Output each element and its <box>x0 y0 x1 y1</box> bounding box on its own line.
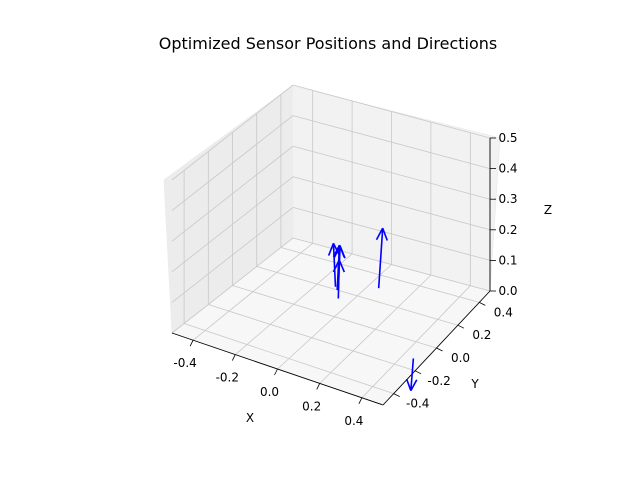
x-tick-label: -0.2 <box>216 371 239 385</box>
arrow-head <box>339 245 346 259</box>
y-tick-label: 0.2 <box>472 328 491 342</box>
z-grid-side <box>171 145 294 242</box>
z-grid-side <box>171 237 294 334</box>
y-tick-label: 0.0 <box>451 351 470 365</box>
x-tick-mark <box>189 340 194 347</box>
arrow-head <box>333 245 341 259</box>
x-axis-line <box>171 332 384 406</box>
x-axis-label: X <box>246 411 254 425</box>
z-tick-label: 0.5 <box>498 131 517 145</box>
arrow-head <box>327 243 335 256</box>
arrow-head <box>381 227 389 241</box>
x-tick-label: 0.0 <box>260 385 279 399</box>
arrow-head <box>338 259 346 273</box>
y-axis-line <box>382 290 491 406</box>
z-grid-side <box>171 176 294 273</box>
z-grid-side <box>171 207 294 303</box>
arrow-head <box>332 259 340 273</box>
x-tick-mark <box>274 368 278 376</box>
z-grid-side <box>171 84 294 181</box>
y-tick-label: -0.4 <box>406 397 429 411</box>
z-tick-label: 0.1 <box>498 253 517 267</box>
x-tick-mark <box>231 354 236 361</box>
sensor-arrow <box>405 358 418 392</box>
sensor-arrow <box>375 227 389 289</box>
arrow-series <box>327 227 418 392</box>
z-grid-back <box>292 145 491 200</box>
z-grid-side <box>171 115 294 211</box>
arrow-head <box>332 242 341 256</box>
y-tick-mark <box>393 393 400 397</box>
x-tick-label: -0.4 <box>173 356 196 370</box>
y-axis-label: Y <box>470 377 479 391</box>
axes: -0.4-0.20.00.20.4-0.4-0.20.00.20.40.00.1… <box>171 131 518 428</box>
z-tick-label: 0.4 <box>498 162 517 176</box>
y-grid-floor <box>232 285 437 349</box>
x-tick-mark <box>316 383 321 390</box>
y-tick-label: 0.4 <box>494 305 513 319</box>
x-tick-label: 0.2 <box>302 399 321 413</box>
arrow-shaft <box>410 358 415 391</box>
y-tick-label: -0.2 <box>427 374 450 388</box>
sensor-arrow <box>327 242 341 287</box>
z-grid-back <box>292 115 491 169</box>
z-tick-label: 0.3 <box>498 192 517 206</box>
y-tick-mark <box>436 347 443 352</box>
z-axis-label: Z <box>544 203 552 217</box>
z-grid-back <box>292 84 491 139</box>
chart-title: Optimized Sensor Positions and Direction… <box>159 34 497 53</box>
arrow-shaft <box>337 259 340 299</box>
y-tick-mark <box>479 302 486 306</box>
y-grid-floor <box>208 304 416 372</box>
y-tick-mark <box>457 324 465 329</box>
arrow-head <box>410 379 418 392</box>
sensor-arrow <box>332 259 346 299</box>
z-grid-back <box>292 237 491 292</box>
z-tick-label: 0.0 <box>498 284 517 298</box>
z-tick-label: 0.2 <box>498 223 517 237</box>
arrow-shaft <box>377 228 384 289</box>
y-tick-mark <box>414 370 422 375</box>
x-tick-mark <box>358 397 363 404</box>
arrow-head <box>405 378 412 391</box>
grid-lines <box>171 84 491 399</box>
arrow-head <box>375 227 384 241</box>
y-grid-floor <box>183 323 394 394</box>
x-tick-label: 0.4 <box>344 414 363 428</box>
z-grid-back <box>292 207 491 261</box>
y-grid-floor <box>256 266 459 326</box>
z-grid-back <box>292 176 491 231</box>
arrow-shaft <box>332 243 337 287</box>
